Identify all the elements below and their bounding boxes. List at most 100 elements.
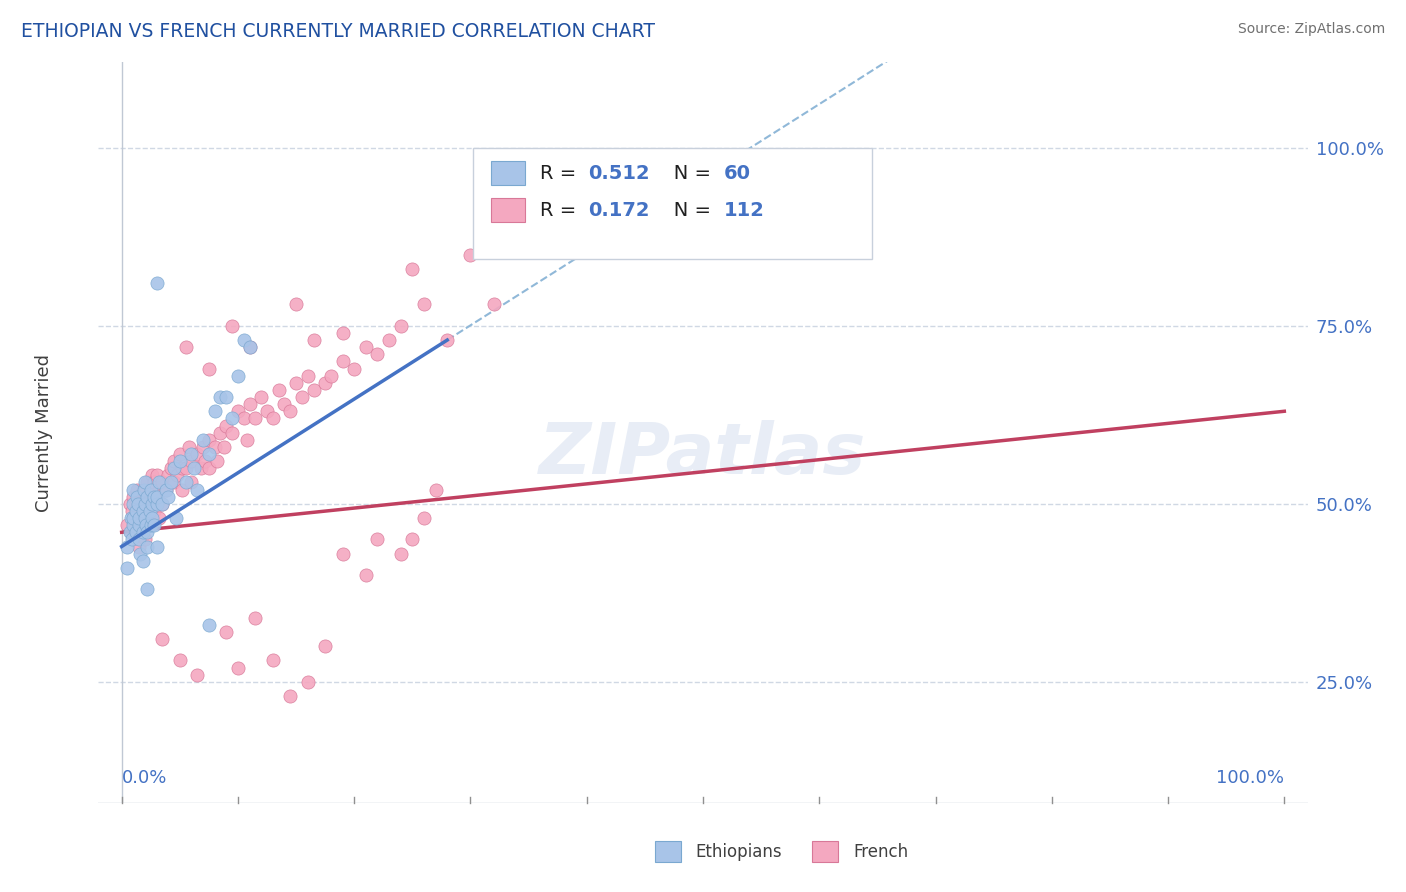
Point (142, 497, 165, 511)
Point (134, 475, 156, 490)
Text: Currently Married: Currently Married (35, 353, 53, 512)
Point (141, 468, 163, 483)
Point (120, 511, 142, 525)
Point (145, 490, 167, 504)
Point (278, 404, 301, 418)
Text: Ethiopians: Ethiopians (696, 843, 782, 861)
Point (124, 504, 146, 518)
Point (169, 653, 191, 667)
Point (124, 525, 146, 540)
Point (226, 368, 249, 383)
Point (460, 247, 482, 261)
Point (232, 411, 254, 425)
Point (143, 504, 166, 518)
Point (157, 490, 180, 504)
Point (139, 483, 162, 497)
Point (314, 639, 336, 653)
Point (128, 511, 150, 525)
Point (122, 483, 145, 497)
Point (215, 390, 238, 404)
Point (413, 511, 436, 525)
Point (125, 490, 148, 504)
Point (401, 533, 423, 547)
Point (191, 440, 214, 454)
Point (145, 540, 167, 554)
Point (285, 376, 308, 390)
Point (297, 368, 319, 383)
Point (221, 425, 243, 440)
Point (366, 347, 388, 361)
Point (122, 511, 145, 525)
Point (267, 383, 290, 397)
Bar (492, 161, 526, 185)
Point (194, 454, 217, 468)
Point (159, 461, 181, 475)
Point (131, 511, 153, 525)
Point (332, 354, 354, 368)
Point (145, 468, 167, 483)
Text: N =: N = (655, 164, 717, 183)
Point (150, 497, 173, 511)
Point (319, 368, 342, 383)
Point (122, 518, 145, 533)
Point (186, 447, 208, 461)
Point (159, 475, 181, 490)
Point (209, 425, 232, 440)
Point (131, 525, 153, 540)
Point (401, 261, 423, 276)
Point (204, 404, 226, 418)
Point (136, 525, 159, 540)
Text: 60: 60 (724, 164, 751, 183)
Point (165, 511, 187, 525)
Point (163, 454, 186, 468)
Point (378, 333, 401, 347)
Bar (811, 841, 838, 862)
Point (145, 497, 167, 511)
Point (121, 504, 143, 518)
Point (198, 433, 221, 447)
Point (127, 525, 149, 540)
Text: 0.172: 0.172 (588, 201, 650, 220)
Point (262, 411, 284, 425)
Point (198, 461, 221, 475)
Point (139, 518, 162, 533)
Point (250, 390, 273, 404)
Point (302, 383, 325, 397)
Point (138, 504, 160, 518)
Point (132, 483, 155, 497)
Point (122, 490, 145, 504)
Point (118, 497, 141, 511)
Point (134, 504, 156, 518)
Point (256, 404, 278, 418)
Point (285, 297, 308, 311)
Point (135, 497, 157, 511)
Point (245, 411, 267, 425)
Point (117, 518, 139, 533)
Point (212, 440, 235, 454)
Point (179, 440, 201, 454)
Point (150, 497, 173, 511)
Point (131, 554, 153, 568)
Point (136, 511, 159, 525)
Text: R =: R = (540, 201, 582, 220)
Point (425, 483, 447, 497)
Text: 112: 112 (724, 201, 765, 220)
Point (143, 518, 166, 533)
Point (124, 497, 146, 511)
Point (198, 361, 221, 376)
Text: ETHIOPIAN VS FRENCH CURRENTLY MARRIED CORRELATION CHART: ETHIOPIAN VS FRENCH CURRENTLY MARRIED CO… (21, 22, 655, 41)
Point (145, 276, 167, 290)
Point (297, 674, 319, 689)
Point (138, 504, 160, 518)
Point (134, 511, 156, 525)
Bar (492, 198, 526, 221)
Point (354, 340, 377, 354)
Point (209, 390, 232, 404)
Point (354, 568, 377, 582)
Point (125, 511, 148, 525)
Point (128, 533, 150, 547)
Point (155, 483, 177, 497)
Point (136, 490, 159, 504)
Text: French: French (853, 843, 908, 861)
Point (117, 540, 139, 554)
